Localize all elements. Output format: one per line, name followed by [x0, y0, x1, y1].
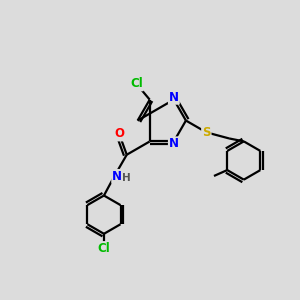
Text: N: N	[169, 91, 179, 104]
Text: H: H	[122, 173, 131, 183]
Text: O: O	[114, 128, 124, 140]
Text: S: S	[202, 126, 211, 139]
Text: N: N	[112, 170, 122, 183]
Text: Cl: Cl	[98, 242, 110, 255]
Text: Cl: Cl	[130, 77, 143, 90]
Text: N: N	[169, 137, 179, 150]
